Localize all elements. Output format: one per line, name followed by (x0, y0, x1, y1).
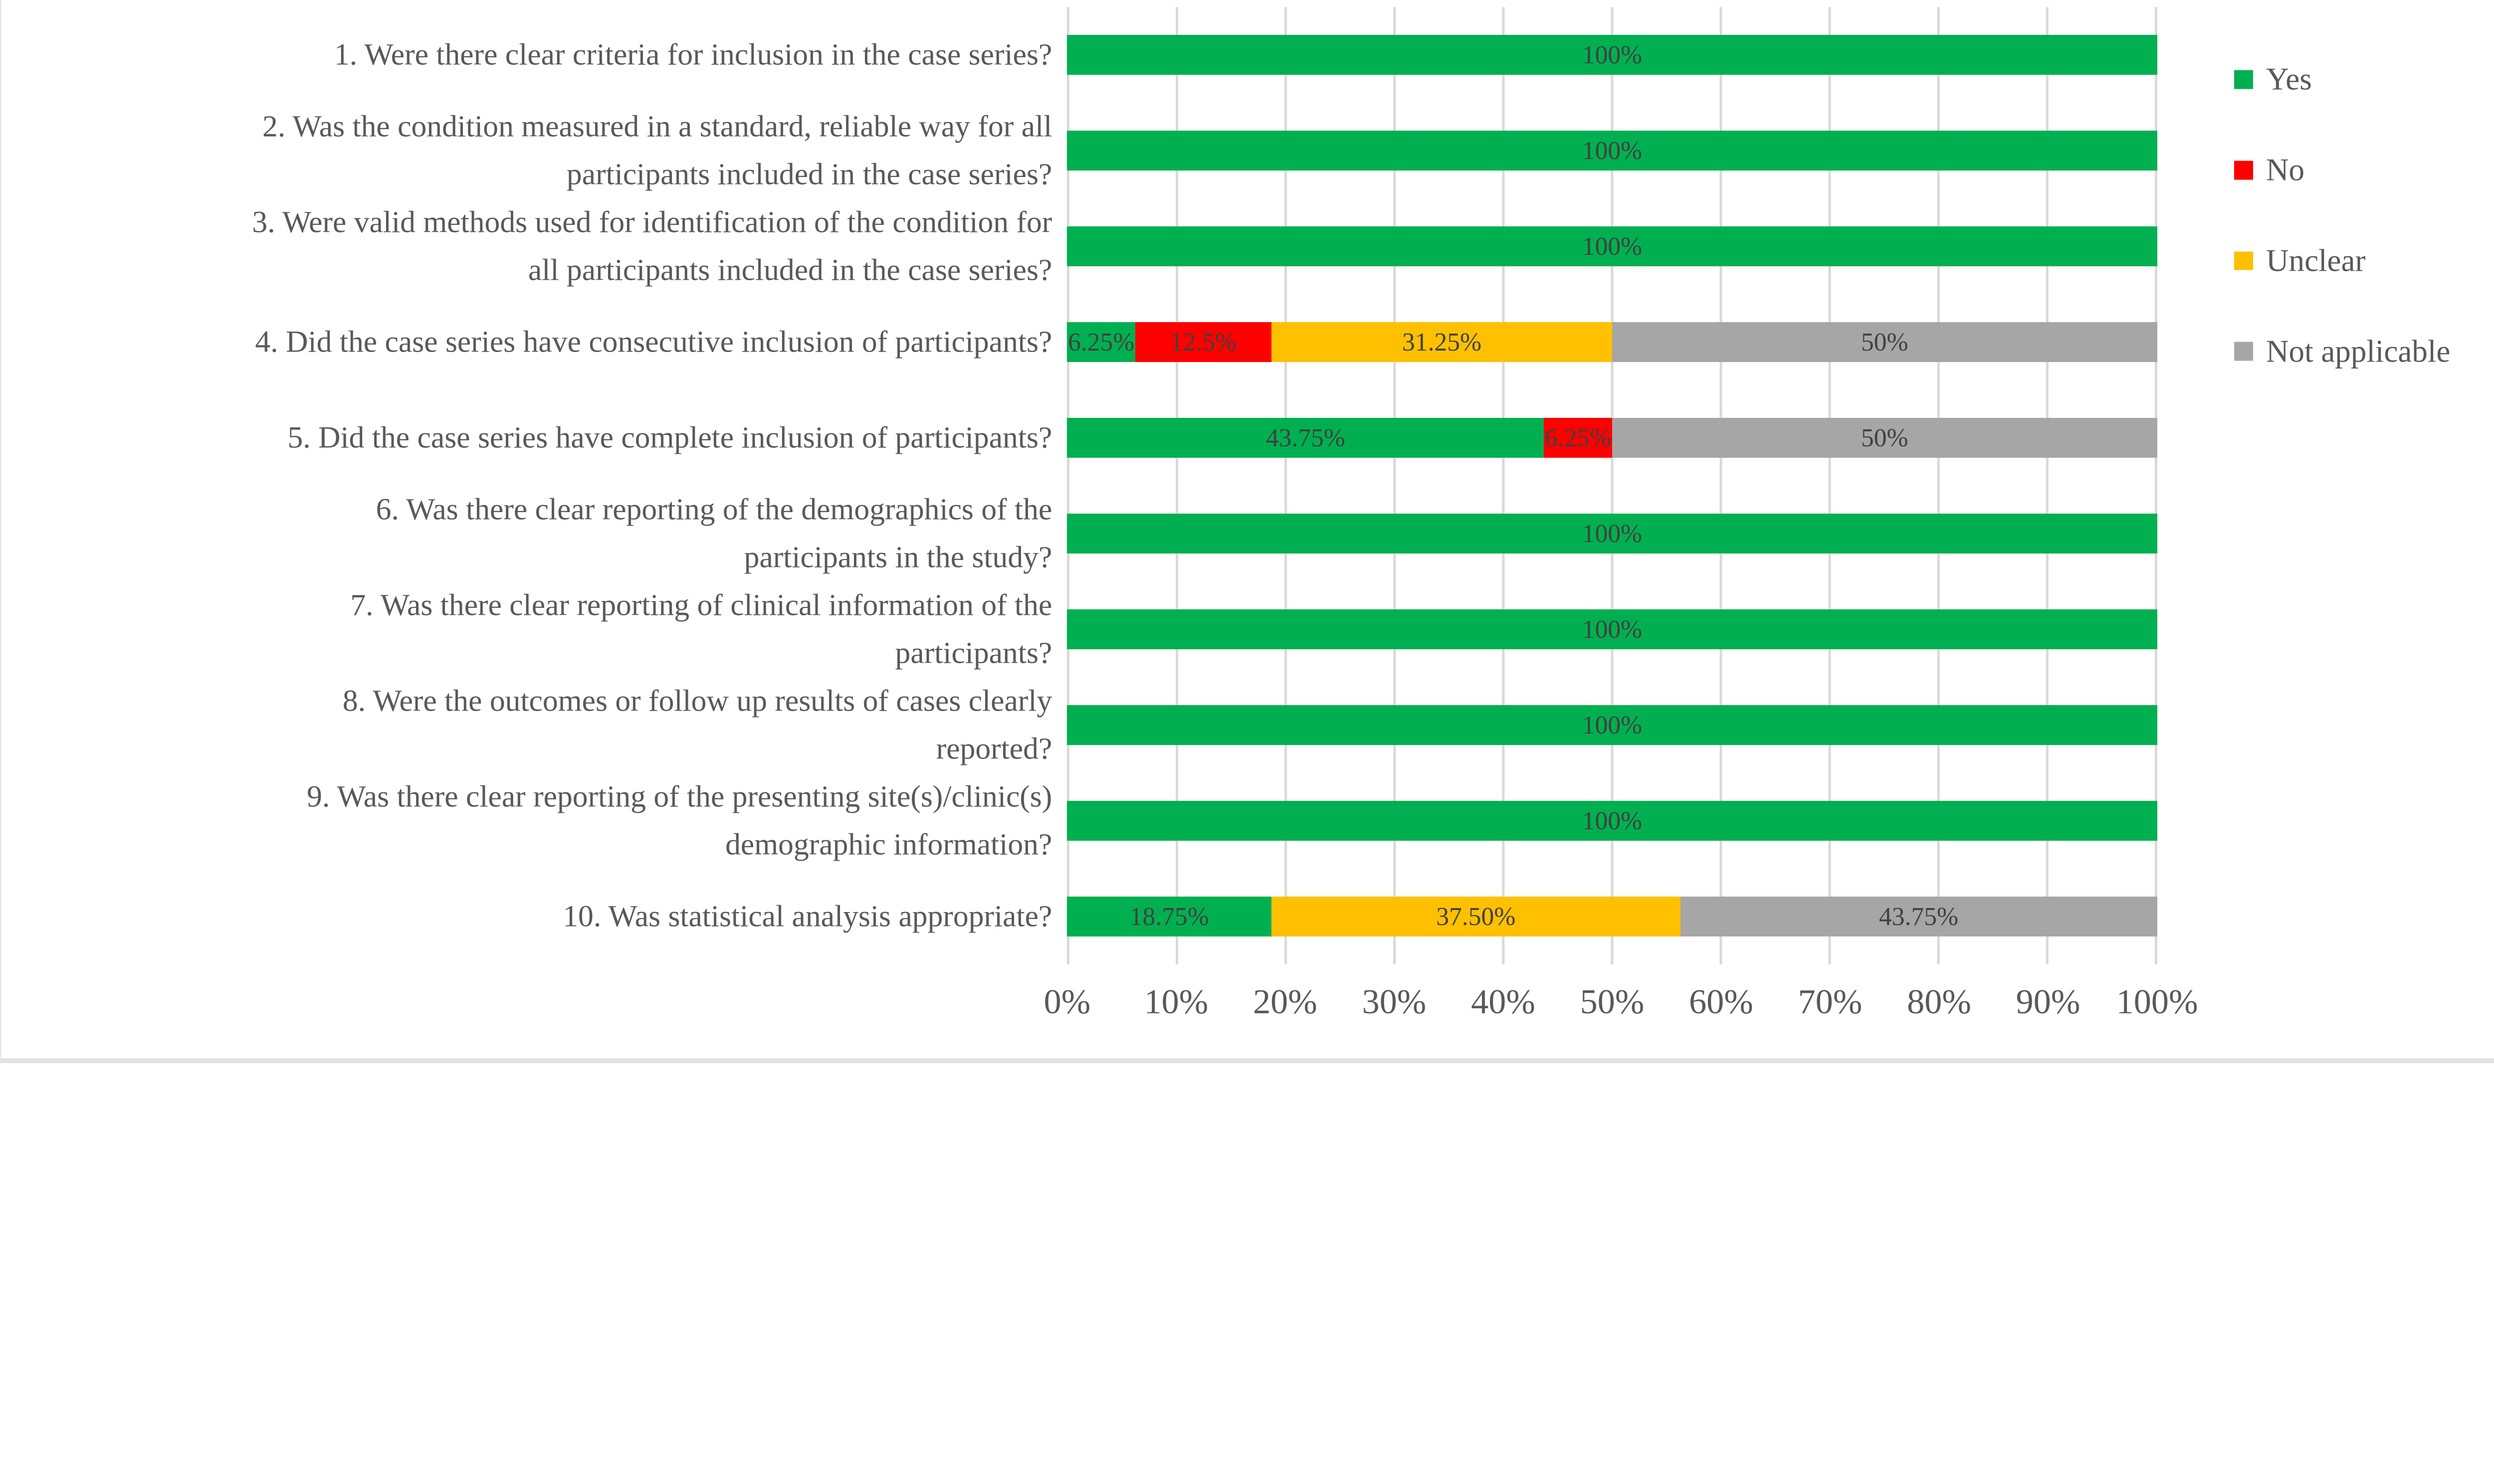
segment-label: 100% (1582, 519, 1643, 548)
legend-label: Unclear (2266, 243, 2366, 278)
x-tick-label: 70% (1798, 982, 1863, 1022)
category-label: 4. Did the case series have consecutive … (255, 325, 1052, 359)
x-tick-label: 100% (2116, 982, 2198, 1022)
bar-segment-yes: 100% (1067, 514, 2157, 554)
x-tick-label: 90% (2016, 982, 2080, 1022)
category-label: 8. Were the outcomes or follow up result… (342, 684, 1052, 766)
bar-row: 100% (1067, 705, 2157, 745)
jbi-stacked-bar-chart: 100% 100% 100% 6.25% 12.5% 31.25% 50% 43.75% 6.2… (0, 0, 2494, 1064)
segment-label: 100% (1582, 615, 1643, 644)
bar-row: 18.75% 37.50% 43.75% (1067, 897, 2157, 937)
x-tick-label: 60% (1689, 982, 1753, 1022)
bar-segment-yes: 100% (1067, 226, 2157, 267)
category-label: 5. Did the case series have complete inc… (287, 420, 1052, 455)
segment-label: 100% (1582, 711, 1643, 740)
segment-label: 43.75% (1879, 902, 1959, 931)
segment-label: 18.75% (1129, 902, 1209, 931)
legend-item-unclear: Unclear (2234, 242, 2366, 279)
bar-segment-not-applicable: 50% (1612, 322, 2157, 363)
category-label: 10. Was statistical analysis appropriate… (563, 899, 1052, 933)
legend-label: Not applicable (2266, 334, 2451, 369)
segment-label: 6.25% (1545, 423, 1612, 452)
bar-segment-yes: 43.75% (1067, 418, 1544, 458)
bar-segment-no: 6.25% (1544, 418, 1612, 458)
segment-label: 6.25% (1068, 328, 1135, 357)
category-label: 2. Was the condition measured in a stand… (262, 109, 1052, 191)
bar-segment-not-applicable: 43.75% (1680, 897, 2157, 937)
x-tick-label: 0% (1043, 982, 1091, 1022)
segment-label: 37.50% (1436, 902, 1516, 931)
bar-row: 100% (1067, 801, 2157, 841)
legend-item-not-applicable: Not applicable (2234, 333, 2450, 370)
segment-label: 100% (1582, 40, 1643, 69)
bar-segment-yes: 18.75% (1067, 897, 1272, 937)
x-tick-label: 20% (1253, 982, 1317, 1022)
bar-segment-unclear: 37.50% (1271, 897, 1680, 937)
segment-label: 31.25% (1402, 328, 1482, 357)
bar-segment-yes: 100% (1067, 705, 2157, 745)
bar-segment-yes: 100% (1067, 131, 2157, 171)
bar-segment-not-applicable: 50% (1612, 418, 2157, 458)
legend-swatch-unclear (2234, 251, 2254, 270)
segment-label: 100% (1582, 806, 1643, 835)
bar-row: 100% (1067, 131, 2157, 171)
x-tick-label: 40% (1471, 982, 1535, 1022)
category-label: 1. Were there clear criteria for inclusi… (334, 37, 1052, 72)
bar-segment-no: 12.5% (1135, 322, 1272, 363)
x-tick-label: 80% (1907, 982, 1971, 1022)
legend-item-yes: Yes (2234, 61, 2312, 98)
segment-label: 50% (1861, 423, 1908, 452)
legend-swatch-yes (2234, 70, 2254, 89)
bar-row: 100% (1067, 35, 2157, 75)
category-label: 3. Were valid methods used for identific… (252, 205, 1052, 287)
plot-area: 100% 100% 100% 6.25% 12.5% 31.25% 50% 43.75% 6.2… (1067, 7, 2157, 964)
bar-row: 100% (1067, 609, 2157, 650)
legend-swatch-no (2234, 161, 2254, 180)
bar-row: 6.25% 12.5% 31.25% 50% (1067, 322, 2157, 363)
bar-segment-yes: 100% (1067, 35, 2157, 75)
segment-label: 43.75% (1265, 423, 1345, 452)
bar-segment-yes: 100% (1067, 801, 2157, 841)
category-label: 6. Was there clear reporting of the demo… (376, 492, 1052, 574)
bar-segment-yes: 6.25% (1067, 322, 1135, 363)
legend-item-no: No (2234, 152, 2304, 188)
bar-segment-yes: 100% (1067, 609, 2157, 650)
x-tick-label: 50% (1580, 982, 1645, 1022)
category-label: 9. Was there clear reporting of the pres… (307, 779, 1052, 862)
segment-label: 100% (1582, 232, 1643, 261)
segment-label: 50% (1861, 328, 1908, 357)
segment-label: 100% (1582, 136, 1643, 165)
legend-label: No (2266, 152, 2305, 187)
category-label: 7. Was there clear reporting of clinical… (350, 588, 1052, 670)
legend-swatch-not-applicable (2234, 342, 2254, 361)
segment-label: 12.5% (1170, 328, 1237, 357)
x-tick-label: 10% (1144, 982, 1209, 1022)
legend-label: Yes (2266, 61, 2312, 97)
bar-row: 100% (1067, 226, 2157, 267)
bar-segment-unclear: 31.25% (1271, 322, 1612, 363)
x-tick-label: 30% (1362, 982, 1427, 1022)
bar-row: 43.75% 6.25% 50% (1067, 418, 2157, 458)
bar-row: 100% (1067, 514, 2157, 554)
